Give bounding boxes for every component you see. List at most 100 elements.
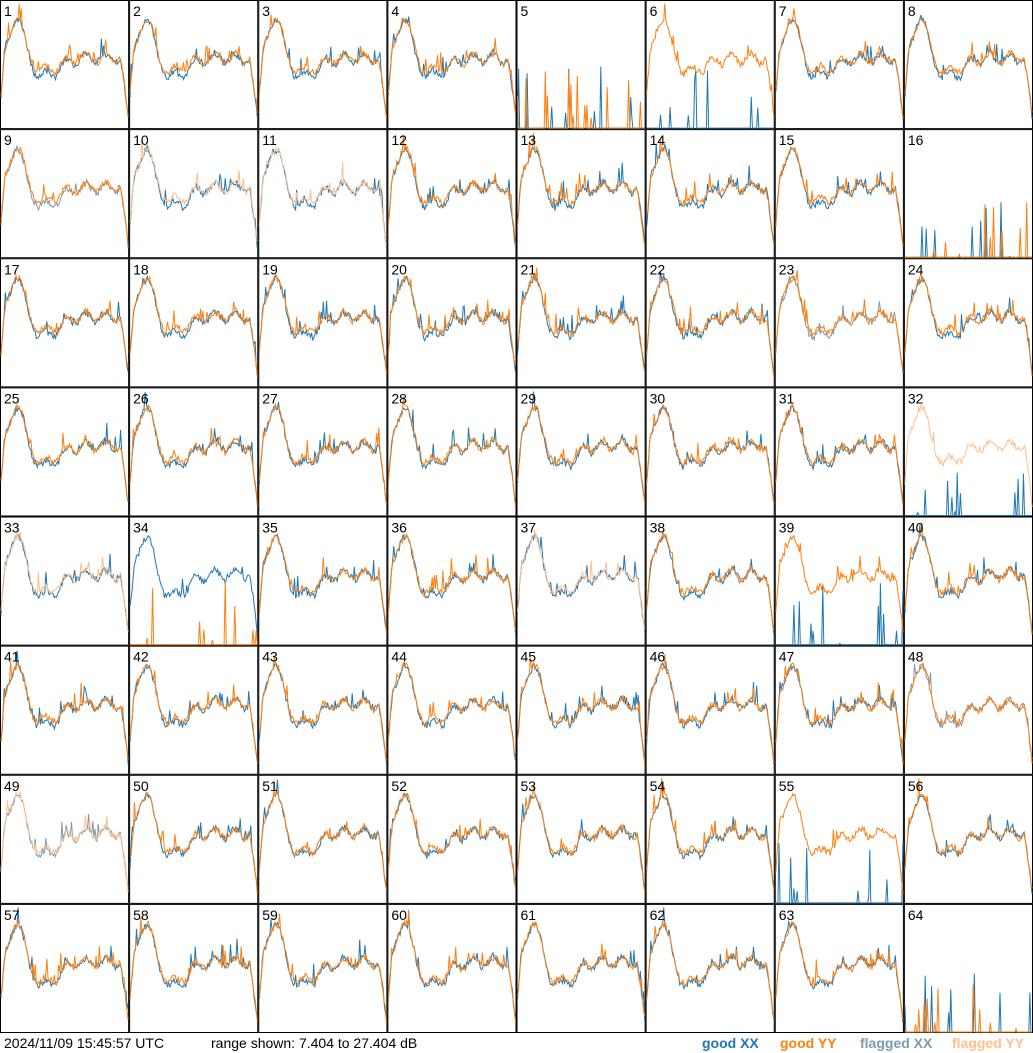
panel-61: 61	[516, 903, 646, 1033]
series-yy-line	[646, 403, 775, 504]
panel-label: 35	[262, 520, 278, 536]
series-xx-line	[129, 534, 258, 634]
panel-label: 51	[262, 778, 278, 794]
series-xx-line	[775, 583, 904, 646]
series-yy-line	[517, 267, 646, 373]
series-yy-line	[387, 792, 516, 890]
panel-28: 28	[387, 387, 517, 517]
series-xx-line	[904, 472, 1032, 516]
panel-11: 11	[258, 129, 388, 259]
panel-frame	[903, 516, 1033, 646]
series-yy-line	[904, 403, 1033, 508]
panel-frame	[258, 387, 388, 517]
panel-label: 13	[521, 132, 537, 148]
panel-51: 51	[258, 774, 388, 904]
panel-label: 34	[133, 520, 149, 536]
panel-frame	[129, 0, 259, 130]
panel-label: 37	[521, 520, 537, 536]
series-yy-line	[387, 274, 516, 365]
series-yy-line	[258, 274, 387, 375]
panel-8: 8	[903, 0, 1033, 130]
footer-bar: 2024/11/09 15:45:57 UTC range shown: 7.4…	[0, 1033, 1033, 1053]
series-yy-line	[904, 18, 1033, 113]
panel-label: 60	[391, 907, 407, 923]
panel-frame	[774, 516, 904, 646]
panel-label: 41	[4, 649, 20, 665]
panel-32: 32	[903, 387, 1033, 517]
panel-label: 64	[908, 907, 924, 923]
timestamp-label: 2024/11/09 15:45:57 UTC	[4, 1035, 165, 1051]
series-yy-line	[646, 778, 775, 890]
panel-frame	[129, 516, 259, 646]
series-yy-line	[904, 778, 1033, 889]
panel-25: 25	[0, 387, 130, 517]
panel-label: 46	[650, 649, 666, 665]
panel-33: 33	[0, 516, 130, 646]
series-yy-line	[387, 16, 516, 114]
panel-label: 14	[650, 132, 666, 148]
panel-16: 16	[903, 129, 1033, 259]
series-yy-line	[258, 14, 387, 119]
series-yy-line	[646, 3, 775, 117]
panel-10: 10	[129, 129, 259, 259]
panel-label: 62	[650, 907, 666, 923]
series-yy-line	[258, 913, 387, 1023]
panel-frame	[258, 516, 388, 646]
panel-9: 9	[0, 129, 130, 259]
panel-label: 18	[133, 261, 149, 277]
panel-frame	[129, 129, 259, 259]
series-yy-line	[129, 275, 258, 378]
series-yy-line	[517, 920, 646, 1017]
panel-label: 16	[908, 132, 924, 148]
panel-frame	[387, 645, 517, 775]
panel-label: 36	[391, 520, 407, 536]
panel-label: 50	[133, 778, 149, 794]
panel-label: 33	[4, 520, 20, 536]
series-yy-line	[775, 404, 904, 505]
panel-55: 55	[774, 774, 904, 904]
series-yy-line	[646, 530, 775, 631]
series-yy-line	[0, 531, 129, 632]
panel-12: 12	[387, 129, 517, 259]
panel-frame	[258, 258, 388, 388]
panel-label: 45	[521, 649, 537, 665]
series-yy-line	[517, 656, 646, 765]
panel-26: 26	[129, 387, 259, 517]
panel-27: 27	[258, 387, 388, 517]
series-yy-line	[646, 137, 775, 245]
panel-42: 42	[129, 645, 259, 775]
panel-frame	[258, 129, 388, 259]
series-yy-line	[775, 662, 904, 765]
series-yy-line	[904, 273, 1033, 376]
panel-label: 39	[779, 520, 795, 536]
panel-frame	[645, 258, 775, 388]
panel-label: 53	[521, 778, 537, 794]
panel-frame	[0, 516, 130, 646]
panel-label: 43	[262, 649, 278, 665]
panel-label: 59	[262, 907, 278, 923]
series-yy-line	[130, 581, 258, 646]
panel-58: 58	[129, 903, 259, 1033]
panel-frame	[516, 516, 646, 646]
series-yy-line	[387, 661, 516, 758]
legend-flagged-yy: flagged YY	[952, 1035, 1025, 1051]
panel-49: 49	[0, 774, 130, 904]
panel-13: 13	[516, 129, 646, 259]
panel-20: 20	[387, 258, 517, 388]
series-yy-line	[258, 656, 387, 761]
series-yy-line	[0, 274, 129, 367]
series-xx-line	[646, 70, 774, 129]
panel-label: 63	[779, 907, 795, 923]
series-yy-line	[0, 3, 129, 118]
panel-5: 5	[516, 0, 646, 130]
panel-label: 8	[908, 3, 916, 19]
legend-good-xx: good XX	[702, 1035, 759, 1051]
panel-frame	[129, 903, 259, 1033]
panel-63: 63	[774, 903, 904, 1033]
panel-3: 3	[258, 0, 388, 130]
panel-34: 34	[129, 516, 259, 646]
range-label: range shown: 7.404 to 27.404 dB	[211, 1035, 418, 1051]
series-yy-line	[387, 396, 516, 507]
panel-label: 12	[391, 132, 407, 148]
series-yy-line	[129, 137, 258, 242]
